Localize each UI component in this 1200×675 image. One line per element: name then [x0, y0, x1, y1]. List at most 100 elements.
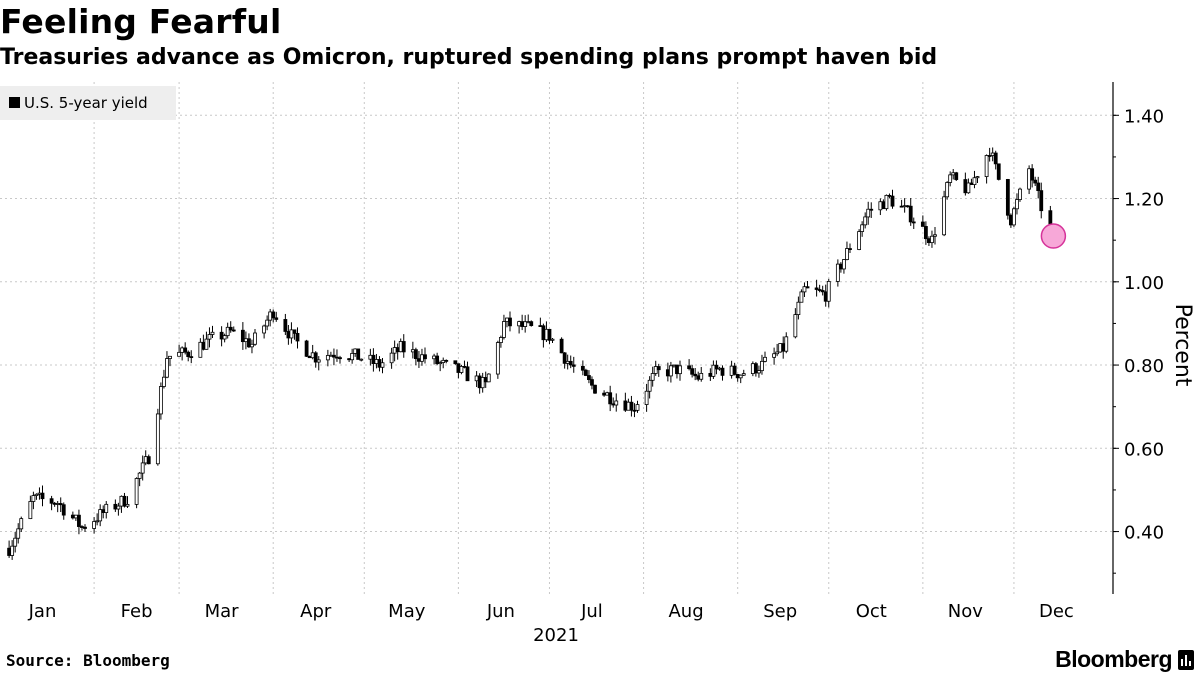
candle-body	[465, 366, 470, 382]
candle-body	[77, 514, 81, 527]
candle-body	[863, 216, 868, 226]
candle-body	[784, 336, 789, 352]
candle-body	[310, 352, 315, 359]
candle-body	[614, 400, 619, 406]
candle-body	[58, 503, 63, 506]
candle-body	[802, 286, 807, 293]
x-tick-label: Dec	[1039, 601, 1074, 622]
candle-body	[283, 319, 288, 332]
candle-body	[243, 338, 248, 343]
candle-body	[7, 547, 12, 556]
candle-body	[225, 326, 230, 337]
candle-body	[198, 341, 203, 358]
candle-body	[219, 331, 224, 340]
candle-body	[866, 208, 871, 218]
candle-body	[796, 301, 801, 316]
candle-body	[49, 498, 54, 504]
candle-body	[750, 363, 755, 374]
candle-body	[104, 503, 109, 513]
candle-body	[1033, 179, 1038, 184]
candle-body	[820, 290, 825, 293]
candle-body	[541, 325, 546, 341]
candle-body	[168, 355, 172, 359]
candle-body	[13, 537, 18, 547]
candle-body	[368, 354, 373, 360]
candle-body	[993, 152, 998, 165]
candle-body	[905, 205, 910, 208]
candle-body	[799, 291, 804, 303]
candle-body	[483, 377, 488, 383]
candle-body	[417, 358, 421, 362]
candle-body	[389, 352, 394, 364]
candle-body	[605, 392, 610, 396]
candle-body	[857, 231, 862, 250]
y-tick-label: 1.20	[1124, 190, 1164, 211]
candle-body	[162, 376, 166, 387]
candle-body	[73, 514, 78, 519]
legend-swatch	[9, 97, 20, 108]
candle-body	[626, 401, 631, 411]
candle-body	[690, 368, 695, 375]
candle-body	[848, 248, 852, 250]
candle-body	[143, 456, 148, 464]
candle-body	[908, 205, 913, 223]
candle-body	[644, 390, 649, 405]
candle-body	[231, 329, 236, 332]
candle-body	[423, 354, 427, 360]
candle-body	[268, 311, 273, 321]
candle-body	[878, 201, 883, 211]
candle-body	[902, 205, 907, 208]
candle-body	[951, 172, 956, 176]
candle-body	[28, 501, 33, 520]
candle-body	[568, 360, 573, 366]
candle-body	[814, 287, 819, 290]
candle-body	[520, 321, 525, 327]
candle-body	[155, 413, 160, 465]
candle-body	[116, 505, 121, 510]
candle-body	[371, 354, 376, 364]
candle-body	[413, 349, 418, 360]
candle-body	[923, 226, 928, 240]
candle-body	[247, 338, 251, 348]
candle-body	[374, 359, 379, 364]
candle-body	[948, 174, 953, 183]
candle-body	[377, 359, 382, 368]
candle-body	[884, 194, 889, 210]
candle-body	[805, 286, 810, 289]
x-tick-label: Feb	[121, 601, 153, 622]
candle-body	[963, 179, 968, 194]
candle-body	[95, 520, 100, 523]
candle-body	[860, 224, 865, 232]
y-axis-label: Percent	[1170, 303, 1195, 387]
candle-body	[757, 370, 761, 374]
candle-body	[954, 172, 959, 180]
yield-series	[7, 147, 1067, 560]
candle-body	[353, 348, 358, 354]
candle-body	[444, 359, 449, 362]
candle-body	[204, 338, 209, 350]
candle-body	[52, 502, 57, 505]
candle-body	[668, 365, 673, 377]
candle-body	[240, 329, 245, 343]
candle-body	[495, 342, 500, 375]
candle-body	[410, 349, 415, 353]
x-tick-label: Apr	[300, 601, 332, 622]
candle-body	[842, 259, 846, 270]
candle-body	[137, 472, 142, 479]
candle-body	[838, 263, 843, 270]
candle-body	[347, 358, 352, 361]
candle-body	[571, 364, 576, 367]
candle-body	[1005, 179, 1010, 216]
candle-body	[70, 514, 75, 519]
candle-body	[1027, 168, 1032, 190]
candle-body	[966, 182, 971, 194]
candle-body	[31, 495, 36, 502]
candle-body	[1048, 210, 1053, 227]
candle-body	[623, 400, 628, 411]
candle-body	[942, 196, 947, 236]
candle-body	[550, 338, 555, 341]
candle-body	[920, 221, 925, 227]
candle-body	[656, 366, 661, 371]
candle-body	[735, 374, 740, 379]
